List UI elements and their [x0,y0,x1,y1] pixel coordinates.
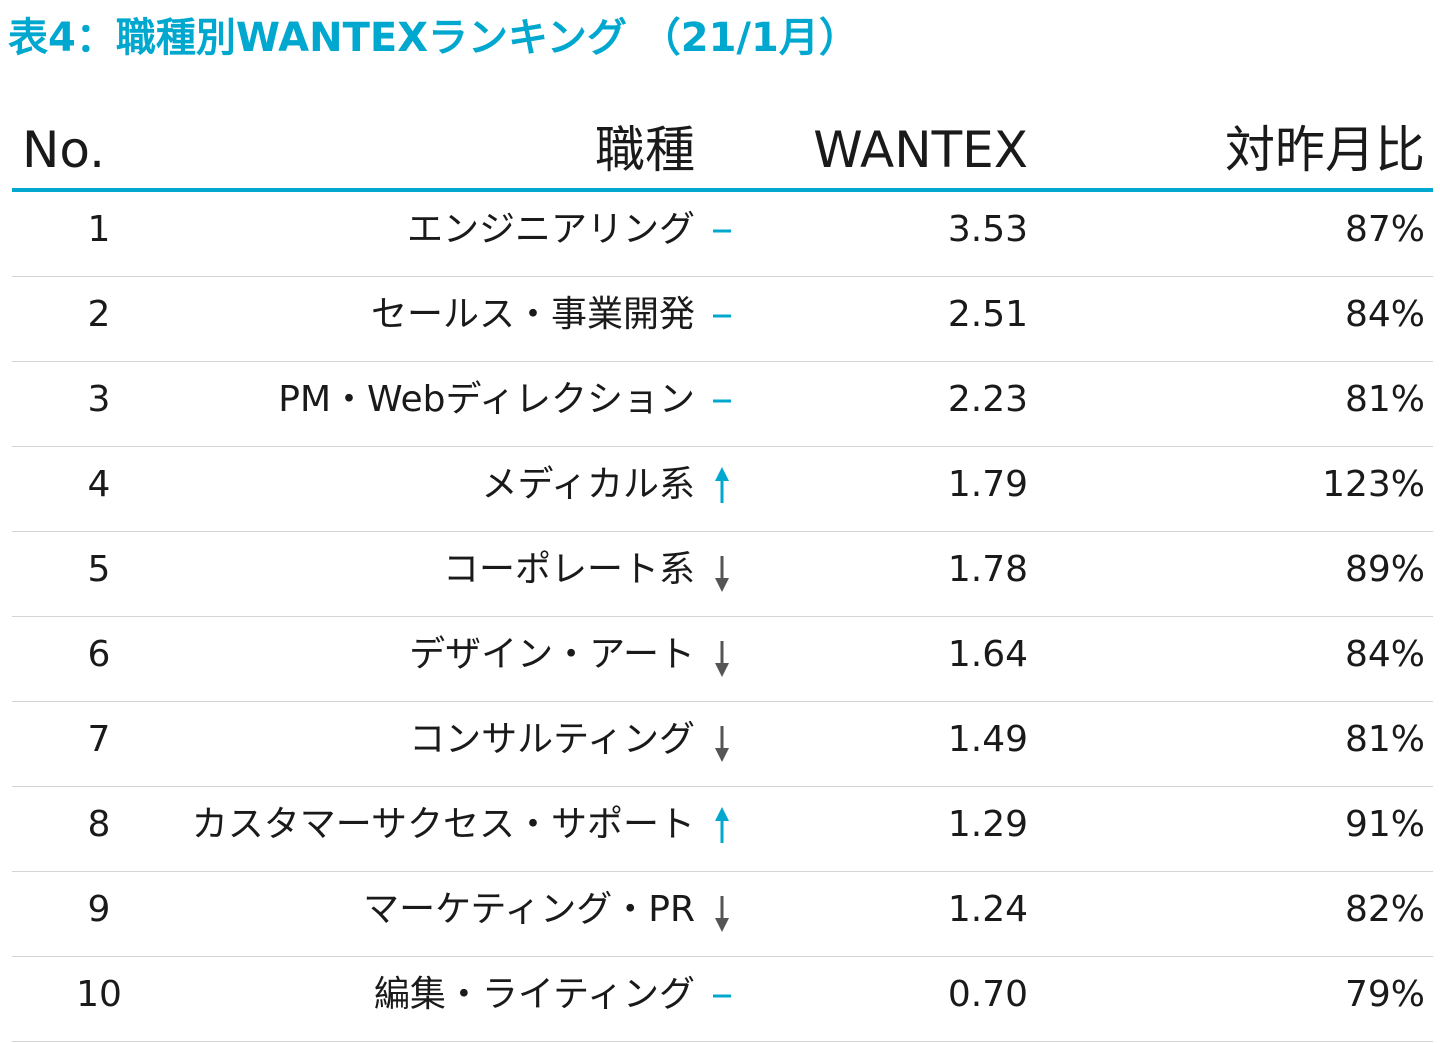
yoy-ratio-cell: 91% [1344,804,1425,845]
job-type-cell: エンジニアリング [406,209,695,250]
yoy-ratio-cell: 87% [1344,209,1425,250]
rank-cell: 7 [87,719,111,760]
trend-down-icon [710,629,736,681]
rank-cell: 5 [87,549,111,590]
yoy-ratio-cell: 89% [1344,549,1425,590]
ranking-table: No. 職種 WANTEX 対昨月比 1 エンジニアリング 3.53 87% 2 セールス… [12,108,1433,1042]
rank-cell: 2 [87,294,111,335]
table-row: 6 デザイン・アート 1.64 84% [12,617,1433,702]
trend-flat-icon [710,374,736,426]
wantex-value-cell: 1.79 [947,464,1028,505]
trend-down-icon [710,714,736,766]
header-wantex: WANTEX [813,121,1028,179]
job-type-cell: コーポレート系 [442,549,695,590]
yoy-ratio-cell: 82% [1344,889,1425,930]
wantex-value-cell: 1.24 [947,889,1028,930]
table-row: 7 コンサルティング 1.49 81% [12,702,1433,787]
wantex-value-cell: 1.64 [947,634,1028,675]
header-rank: No. [22,121,106,179]
yoy-ratio-cell: 84% [1344,294,1425,335]
rank-cell: 10 [76,974,122,1015]
rank-cell: 9 [87,889,111,930]
table-row: 3 PM・Webディレクション 2.23 81% [12,362,1433,447]
trend-flat-icon [710,289,736,341]
table-header: No. 職種 WANTEX 対昨月比 [12,108,1433,192]
rank-cell: 8 [87,804,111,845]
wantex-value-cell: 1.29 [947,804,1028,845]
job-type-cell: PM・Webディレクション [278,379,695,420]
job-type-cell: デザイン・アート [409,634,695,675]
rank-cell: 6 [87,634,111,675]
trend-flat-icon [710,204,736,256]
table-row: 10 編集・ライティング 0.70 79% [12,957,1433,1042]
wantex-value-cell: 2.51 [947,294,1028,335]
yoy-ratio-cell: 84% [1344,634,1425,675]
wantex-value-cell: 3.53 [947,209,1028,250]
table-row: 1 エンジニアリング 3.53 87% [12,192,1433,277]
job-type-cell: メディカル系 [481,464,695,505]
table-body: 1 エンジニアリング 3.53 87% 2 セールス・事業開発 2.51 84% 3 PM・Web… [12,192,1433,1042]
yoy-ratio-cell: 123% [1322,464,1425,505]
wantex-value-cell: 1.78 [947,549,1028,590]
table-row: 4 メディカル系 1.79 123% [12,447,1433,532]
trend-down-icon [710,544,736,596]
job-type-cell: コンサルティング [409,719,695,760]
wantex-value-cell: 2.23 [947,379,1028,420]
trend-up-icon [710,459,736,511]
table-row: 8 カスタマーサクセス・サポート 1.29 91% [12,787,1433,872]
chart-title: 表4：職種別WANTEXランキング （21/1月） [8,15,859,61]
yoy-ratio-cell: 81% [1344,719,1425,760]
rank-cell: 3 [87,379,111,420]
table-row: 2 セールス・事業開発 2.51 84% [12,277,1433,362]
yoy-ratio-cell: 81% [1344,379,1425,420]
header-yoy: 対昨月比 [1225,121,1425,179]
table-row: 9 マーケティング・PR 1.24 82% [12,872,1433,957]
rank-cell: 1 [87,209,111,250]
job-type-cell: マーケティング・PR [363,889,695,930]
header-job-type: 職種 [595,121,695,179]
job-type-cell: カスタマーサクセス・サポート [191,804,695,845]
wantex-value-cell: 0.70 [947,974,1028,1015]
trend-down-icon [710,884,736,936]
trend-up-icon [710,799,736,851]
trend-flat-icon [710,969,736,1021]
wantex-value-cell: 1.49 [947,719,1028,760]
job-type-cell: セールス・事業開発 [370,294,695,335]
job-type-cell: 編集・ライティング [373,974,695,1015]
rank-cell: 4 [87,464,111,505]
table-row: 5 コーポレート系 1.78 89% [12,532,1433,617]
yoy-ratio-cell: 79% [1344,974,1425,1015]
